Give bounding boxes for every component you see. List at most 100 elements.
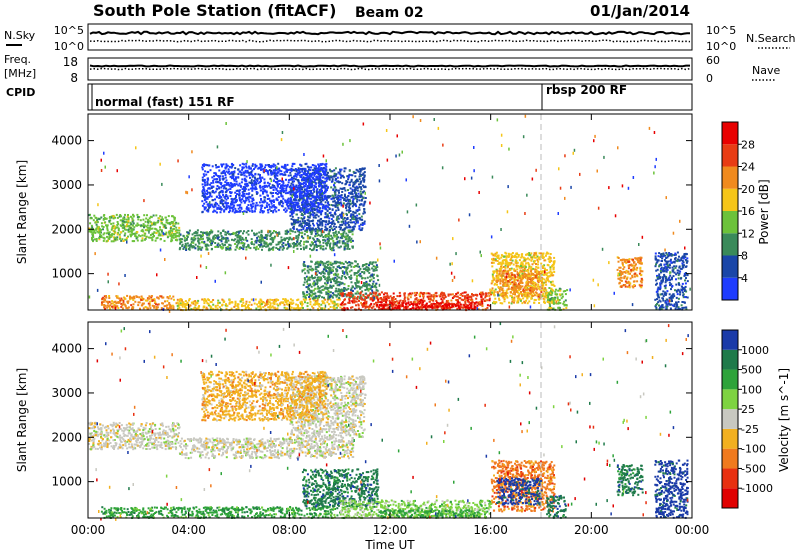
data-cell — [332, 215, 335, 218]
data-cell — [450, 306, 453, 309]
data-cell — [535, 254, 538, 256]
data-cell — [341, 196, 344, 199]
data-cell — [218, 239, 221, 241]
freq-panel-frame — [87, 57, 693, 81]
data-cell — [505, 256, 508, 259]
data-cell — [335, 268, 338, 271]
data-cell — [341, 307, 344, 310]
data-cell — [356, 180, 359, 183]
data-cell — [316, 234, 319, 237]
data-cell — [481, 292, 483, 295]
data-cell — [315, 295, 318, 298]
data-cell — [304, 278, 307, 281]
data-cell — [289, 245, 292, 248]
data-cell — [304, 265, 307, 268]
data-cell — [522, 256, 525, 259]
data-cell — [527, 263, 530, 266]
data-cell — [498, 270, 501, 273]
data-cell — [334, 282, 337, 285]
data-cell — [178, 306, 181, 309]
data-cell — [152, 222, 155, 225]
data-cell — [336, 275, 339, 278]
data-cell — [206, 248, 209, 251]
data-cell — [507, 275, 510, 278]
data-cell — [172, 234, 175, 237]
data-cell — [363, 186, 366, 189]
data-cell — [196, 234, 199, 237]
data-cell — [366, 284, 368, 287]
data-cell — [131, 307, 133, 310]
data-cell — [344, 303, 347, 306]
data-cell — [333, 172, 336, 175]
data-cell — [292, 190, 295, 193]
data-cell — [157, 234, 160, 237]
data-cell — [353, 221, 355, 224]
data-cell — [344, 260, 347, 263]
data-cell — [345, 209, 348, 212]
data-cell — [146, 226, 149, 229]
data-cell — [280, 239, 283, 242]
data-cell — [126, 225, 128, 228]
data-cell — [353, 218, 356, 221]
data-cell — [178, 238, 181, 241]
data-cell — [165, 233, 168, 236]
data-cell — [501, 302, 504, 305]
data-cell — [352, 198, 355, 201]
data-cell — [348, 202, 351, 205]
data-cell — [185, 249, 188, 251]
data-cell — [121, 238, 124, 241]
data-cell — [504, 284, 507, 286]
nave-tick-bottom: 0 — [706, 72, 713, 85]
data-cell — [338, 281, 341, 284]
data-cell — [323, 287, 326, 290]
data-cell — [358, 225, 361, 228]
data-cell — [259, 236, 261, 239]
data-cell — [150, 227, 153, 230]
data-cell — [343, 197, 346, 200]
data-cell — [339, 213, 342, 216]
data-cell — [176, 234, 179, 237]
data-cell — [333, 169, 336, 172]
data-cell — [124, 232, 127, 235]
data-cell — [355, 205, 358, 208]
data-cell — [216, 244, 219, 247]
data-cell — [342, 233, 345, 236]
data-cell — [335, 262, 337, 265]
data-cell — [203, 240, 206, 243]
data-cell — [333, 228, 336, 230]
data-cell — [506, 296, 509, 299]
data-cell — [343, 193, 346, 196]
data-cell — [531, 285, 533, 288]
data-cell — [515, 295, 518, 298]
data-cell — [291, 180, 294, 183]
data-cell — [327, 287, 330, 290]
data-cell — [537, 257, 540, 260]
data-cell — [188, 246, 191, 249]
data-cell — [347, 189, 349, 192]
data-cell — [328, 244, 331, 246]
data-cell — [317, 285, 320, 288]
data-cell — [242, 246, 245, 248]
data-cell — [239, 246, 242, 249]
data-cell — [246, 306, 249, 309]
data-cell — [472, 294, 475, 296]
data-cell — [542, 281, 545, 284]
data-cell — [233, 239, 235, 242]
data-cell — [528, 288, 531, 291]
data-cell — [188, 299, 190, 302]
data-cell — [510, 288, 513, 290]
data-cell — [322, 262, 325, 265]
data-cell — [160, 229, 163, 232]
data-cell — [319, 260, 322, 263]
data-cell — [421, 303, 424, 306]
data-cell — [511, 273, 514, 276]
data-cell — [181, 238, 184, 241]
data-cell — [328, 226, 331, 229]
data-cell — [114, 227, 116, 230]
data-cell — [233, 305, 236, 308]
data-cell — [170, 297, 173, 300]
data-cell — [331, 214, 333, 217]
data-cell — [90, 231, 93, 234]
data-cell — [309, 236, 312, 239]
data-cell — [494, 297, 497, 300]
